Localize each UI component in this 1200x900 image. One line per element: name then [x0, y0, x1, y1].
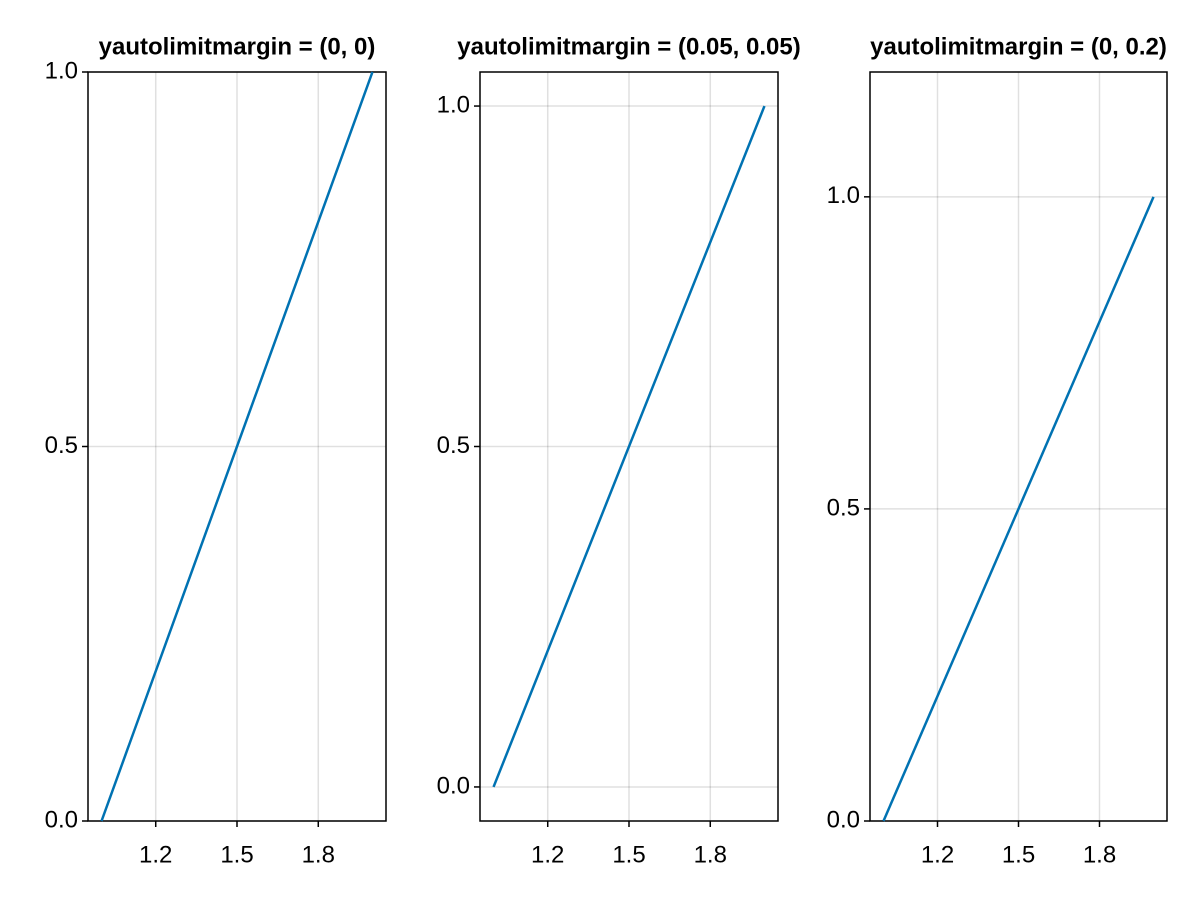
x-tick-label: 1.2 — [531, 841, 564, 868]
x-tick-label: 1.8 — [1083, 841, 1116, 868]
subplot: yautolimitmargin = (0, 0) 1.2 1.5 1.8 0.0 0.5… — [45, 33, 387, 868]
x-tick-label: 1.2 — [921, 841, 954, 868]
y-tick-label: 0.0 — [437, 772, 470, 799]
x-tick-label: 1.8 — [694, 841, 727, 868]
subplot: yautolimitmargin = (0.05, 0.05) 1.2 1.5 1.8… — [437, 33, 801, 868]
axes-frame — [479, 71, 779, 822]
y-tick-label: 1.0 — [827, 182, 860, 209]
line — [492, 105, 766, 788]
y-tick-label: 0.5 — [437, 432, 470, 459]
subplot-title: yautolimitmargin = (0.05, 0.05) — [457, 33, 800, 60]
axes-frame — [87, 71, 387, 822]
y-tick-label: 0.5 — [827, 494, 860, 521]
x-tick-label: 1.2 — [139, 841, 172, 868]
x-tick-label: 1.5 — [612, 841, 645, 868]
subplot: yautolimitmargin = (0, 0.2) 1.2 1.5 1.8 0.0 0… — [827, 33, 1168, 868]
x-tick-label: 1.8 — [302, 841, 335, 868]
y-tick-label: 0.0 — [45, 806, 78, 833]
x-tick-label: 1.5 — [220, 841, 253, 868]
axes-frame — [869, 71, 1168, 822]
line — [100, 71, 374, 822]
y-tick-label: 1.0 — [45, 57, 78, 84]
subplot-title: yautolimitmargin = (0, 0) — [99, 33, 376, 60]
line — [882, 196, 1155, 822]
x-tick-label: 1.5 — [1002, 841, 1035, 868]
y-tick-label: 0.5 — [45, 432, 78, 459]
subplot-title: yautolimitmargin = (0, 0.2) — [870, 33, 1167, 60]
y-tick-label: 1.0 — [437, 91, 470, 118]
y-tick-label: 0.0 — [827, 806, 860, 833]
